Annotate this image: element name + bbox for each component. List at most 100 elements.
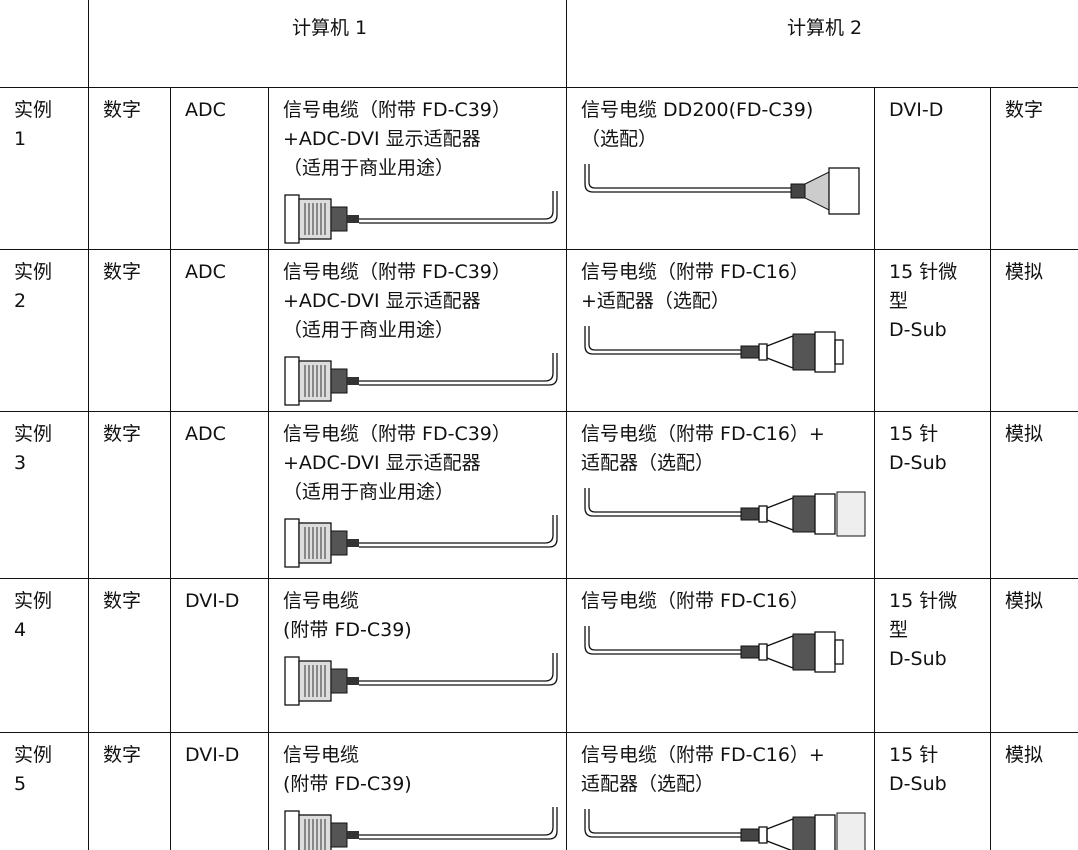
cable-part [588,488,742,513]
cell-text: ADC [185,261,226,283]
cable-part [814,631,836,673]
table-cell: 15 针 D-Sub [874,732,992,850]
cable-part [359,515,554,544]
cable-drawing [284,515,558,568]
table-cell: 信号电缆 (附带 FD-C39) [267,732,568,850]
cable-part [588,809,742,834]
cable-part [584,488,742,517]
cable-part [792,633,816,671]
table-cell: 信号电缆（附带 FD-C39） +ADC-DVI 显示适配器 （适用于商业用途） [267,411,568,579]
table-cell: DVI-D [170,578,269,733]
cable-part [588,626,742,651]
cable-part [834,339,844,365]
cable-drawing [284,653,558,706]
cable-part [588,326,742,351]
cable-part [792,495,816,533]
header-cell: 计算机 1 [87,0,568,88]
cell-text: 型 [889,290,909,312]
cable-part [330,530,348,556]
table-cell: 15 针 D-Sub [874,411,992,579]
cell-text: +ADC-DVI 显示适配器 [283,290,481,312]
cable-part [814,331,836,373]
cable-drawing [584,488,866,537]
table-cell: DVI-D [170,732,269,850]
cable-part [758,505,768,523]
cell-text: 15 针微 [889,261,958,283]
cable-part [740,828,760,842]
table-cell: 信号电缆（附带 FD-C16） [566,578,876,733]
cable-part [766,635,794,669]
cable-part [359,191,558,224]
cell-text: 数字 [1005,99,1044,121]
cell-text: （选配） [581,128,658,150]
table-cell: 数字 [88,732,171,850]
cable-part [584,626,742,655]
cable-drawing [584,626,844,673]
cell-text: 信号电缆（附带 FD-C16） [581,590,809,612]
cell-text: 数字 [103,590,142,612]
cell-text: +ADC-DVI 显示适配器 [283,452,481,474]
cell-text: +ADC-DVI 显示适配器 [283,128,481,150]
cell-text: 型 [889,619,909,641]
table-cell: 实例 1 [0,87,89,250]
cable-part [359,807,554,836]
header-cell: 计算机 2 [566,0,1078,88]
cable-drawing [284,353,558,406]
cell-text: 3 [14,452,27,474]
table-cell: 数字 [88,578,171,733]
cell-text: 适配器（选配） [581,773,715,795]
cable-drawing [584,326,844,373]
cable-drawing [584,164,860,215]
cable-part [284,194,300,244]
cell-text: 信号电缆（附带 FD-C39） [283,423,511,445]
cell-text: 适配器（选配） [581,452,715,474]
cable-part [359,653,554,682]
cable-part [330,822,348,848]
cable-part [766,818,794,850]
table-cell: 15 针微型 D-Sub [874,249,992,412]
table-row: 实例 1 数字 ADC 信号电缆（附带 FD-C39） +ADC-DVI 显示适配器 （适用… [0,87,1078,250]
cable-part [814,814,836,850]
cable-part [347,831,359,839]
cell-text: DVI-D [185,590,240,612]
cable-part [792,816,816,850]
table-cell: 数字 [88,249,171,412]
cable-part [758,643,768,661]
cell-text: 信号电缆 [283,744,360,766]
cable-part [766,497,794,531]
cell-text: （适用于商业用途） [283,157,455,179]
cable-part [584,326,742,355]
table-cell: 实例 2 [0,249,89,412]
table-cell: DVI-D [874,87,992,250]
cable-part [284,810,300,850]
cell-text: 实例 [14,744,53,766]
cable-part [740,645,760,659]
cell-text: ADC [185,423,226,445]
cable-part [804,171,830,211]
cell-text: 信号电缆（附带 FD-C16）+ [581,423,825,445]
cell-text: 信号电缆（附带 FD-C39） [283,99,511,121]
cable-part [347,677,359,685]
cell-text: 数字 [103,99,142,121]
cell-text: ADC [185,99,226,121]
table-cell: 信号电缆（附带 FD-C39） +ADC-DVI 显示适配器 （适用于商业用途） [267,249,568,412]
cell-text: 信号电缆 [283,590,360,612]
cell-text: D-Sub [889,319,947,341]
cell-text: （适用于商业用途） [283,319,455,341]
table-row: 实例 3 数字 ADC 信号电缆（附带 FD-C39） +ADC-DVI 显示适配器 （适用… [0,411,1078,579]
cell-text: 2 [14,290,27,312]
cable-part [359,191,554,220]
cell-text: DVI-D [889,99,944,121]
cable-part [298,198,332,240]
header-cell [0,0,89,88]
cable-part [836,491,866,537]
cell-text: 1 [14,128,27,150]
table-cell: 信号电缆（附带 FD-C16） +适配器（选配） [566,249,876,412]
cable-part [758,343,768,361]
cable-part [359,515,558,548]
cell-text: 实例 [14,590,53,612]
table-cell: 数字 [990,87,1078,250]
